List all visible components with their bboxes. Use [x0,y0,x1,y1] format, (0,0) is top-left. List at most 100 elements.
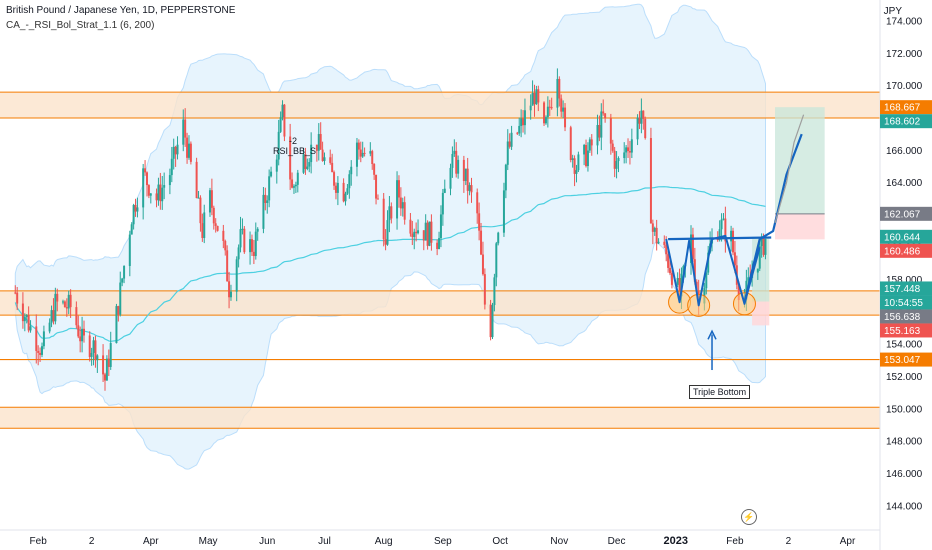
candle-body [569,127,572,161]
bollinger-band-fill [14,3,766,470]
x-tick-label: Aug [375,536,393,547]
x-axis[interactable]: Feb 2 Apr May Jun Jul Aug Sep Oct Nov Dec 2023 Feb 2 A… [30,535,856,547]
candle-body [270,171,273,177]
candle-body [628,151,631,153]
candle-body [21,303,24,322]
candle-body [489,304,492,338]
candle-body [186,137,189,158]
x-tick-label: Apr [840,536,856,547]
candle-body [346,188,349,194]
zone-fill [0,92,880,118]
price-label-text: 157.448 [884,284,921,295]
candle-body [617,158,620,162]
candle-body [682,266,685,274]
candle-body [201,223,204,238]
candle-body [546,106,549,118]
candle-body [40,346,43,355]
candle-body [182,119,185,145]
candle-body [600,111,603,138]
candle-body [556,78,559,108]
indicator-label[interactable]: CA_-_RSI_Bol_Strat_1.1 (6, 200) [6,20,155,31]
price-label-text: 168.667 [884,103,921,114]
y-tick-label: 164.000 [886,178,923,189]
candle-body [424,222,427,241]
candle-body [529,105,532,111]
price-label-box [880,309,932,324]
candle-body [67,294,70,309]
triple-bottom-label[interactable]: Triple Bottom [689,385,751,399]
candle-body [23,316,26,322]
candle-body [277,131,280,160]
stop-box [775,213,825,240]
price-label-text: 156.638 [884,312,921,323]
candle-body [627,147,630,152]
candle-body [226,250,229,282]
candle-body [586,150,589,167]
candle-body [168,175,171,186]
candle-body [720,219,723,230]
x-tick-label: Jul [318,536,331,547]
candle-body [562,107,565,112]
candle-body [50,310,53,323]
candle-body [375,174,378,199]
candle-body [323,157,326,161]
candle-body [102,355,105,375]
candle-body [361,152,364,157]
candle-body [623,152,626,159]
candle-body [25,315,28,317]
candle-body [411,233,414,237]
candle-body [598,124,601,138]
candle-body [604,113,607,119]
candle-body [575,170,578,174]
candle-body [39,352,42,355]
y-tick-label: 152.000 [886,372,923,383]
candle-body [81,328,84,342]
candle-body [531,93,534,106]
candle-body [235,259,238,292]
candle-body [390,206,393,219]
candle-body [54,293,57,322]
candle-body [491,305,494,338]
candle-body [254,231,257,257]
candle-body [65,307,68,309]
pattern-drawings[interactable] [665,114,805,371]
price-label-text: 155.163 [884,326,921,337]
candle-body [602,111,605,114]
x-tick-label: Apr [143,536,159,547]
candle-body [176,144,179,155]
candle-body [92,340,95,353]
candle-body [560,98,563,112]
candle-body [396,180,399,219]
candle-body [737,284,740,301]
y-axis[interactable]: 174.000172.000170.000168.000166.000164.0… [886,17,923,513]
candle-body [197,197,200,199]
candle-body [502,190,505,233]
candle-body [451,153,454,168]
candle-body [762,236,765,255]
candle-body [415,231,418,234]
candle-body [611,143,614,151]
candle-body [239,229,242,248]
price-label-box [880,206,932,221]
x-tick-label: Dec [608,536,626,547]
candle-body [155,193,158,201]
candle-body [613,150,616,169]
lightning-icon[interactable]: ⚡ [741,509,757,525]
candle-body [676,278,679,285]
candle-body [75,307,78,326]
candle-body [266,200,269,204]
candle-body [291,179,294,188]
neckline [668,236,772,241]
price-label-box [880,243,932,258]
candle-body [331,162,334,173]
candle-body [228,281,231,298]
candle-body [241,228,244,230]
candle-body [94,340,97,361]
candle-body [142,168,145,208]
candle-body [37,350,40,353]
candle-body [306,166,309,169]
up-arrow-head-icon [707,329,717,340]
candle-body [535,89,538,105]
candle-body [651,223,654,232]
